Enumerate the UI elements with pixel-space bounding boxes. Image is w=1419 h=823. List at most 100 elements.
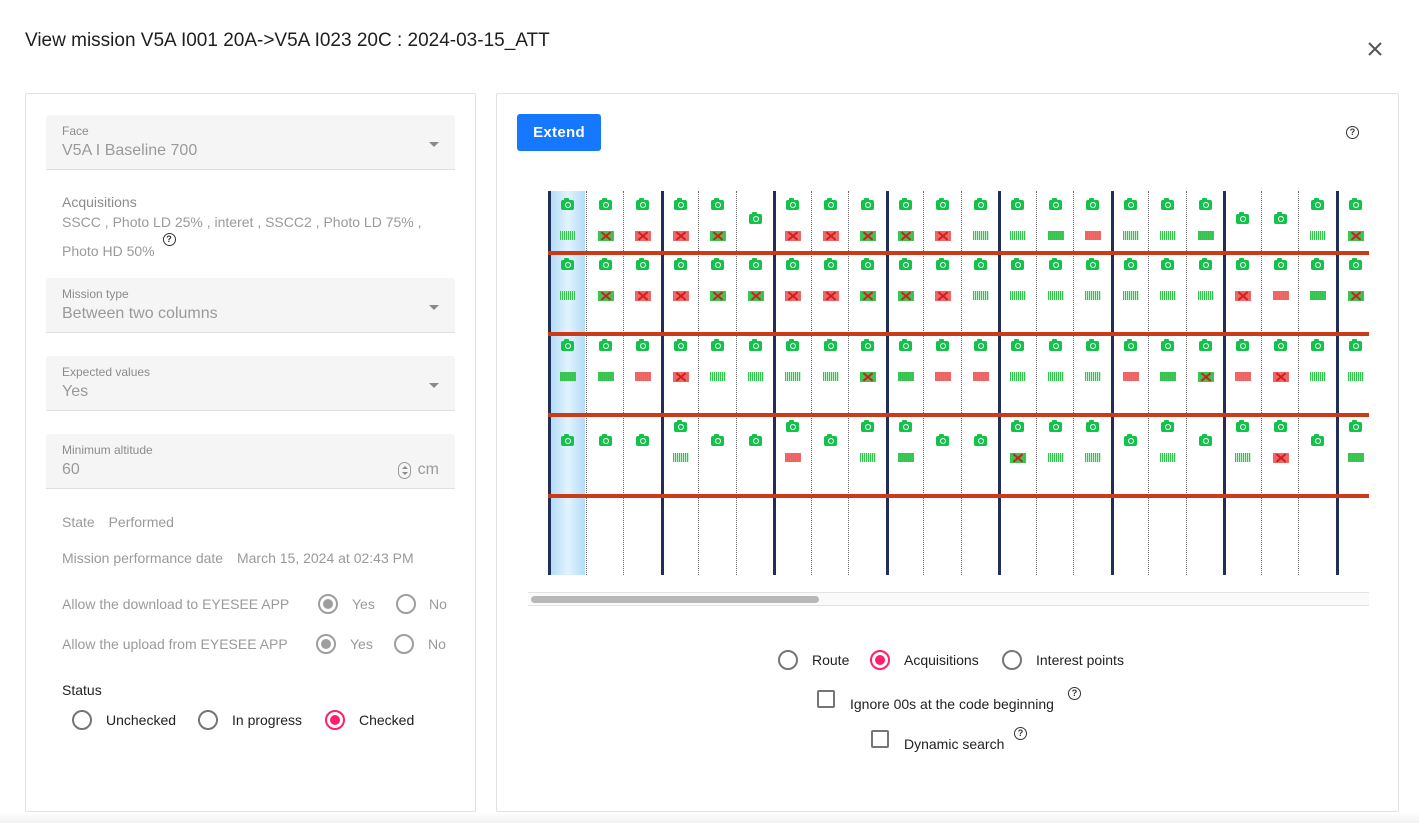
barcode-error-icon[interactable] <box>1348 231 1364 241</box>
camera-icon[interactable] <box>1011 339 1024 351</box>
camera-icon[interactable] <box>786 258 799 270</box>
barcode-icon[interactable] <box>1273 291 1289 300</box>
download-yes-radio[interactable] <box>318 594 338 614</box>
camera-icon[interactable] <box>561 434 574 446</box>
camera-icon[interactable] <box>861 258 874 270</box>
camera-icon[interactable] <box>636 198 649 210</box>
barcode-error-icon[interactable] <box>860 231 876 241</box>
camera-icon[interactable] <box>1086 339 1099 351</box>
upload-yes-radio[interactable] <box>316 634 336 654</box>
barcode-icon[interactable] <box>1085 372 1101 381</box>
camera-icon[interactable] <box>749 339 762 351</box>
camera-icon[interactable] <box>636 434 649 446</box>
expected-values-select[interactable]: Expected values Yes <box>46 356 455 411</box>
upload-no-radio[interactable] <box>394 634 414 654</box>
camera-icon[interactable] <box>936 339 949 351</box>
camera-icon[interactable] <box>861 339 874 351</box>
camera-icon[interactable] <box>861 198 874 210</box>
camera-icon[interactable] <box>824 258 837 270</box>
dynamic-search-checkbox[interactable] <box>871 730 889 748</box>
barcode-icon[interactable] <box>1310 231 1326 240</box>
barcode-icon[interactable] <box>560 231 576 240</box>
barcode-error-icon[interactable] <box>898 231 914 241</box>
barcode-icon[interactable] <box>1160 453 1176 462</box>
barcode-icon[interactable] <box>1348 372 1364 381</box>
barcode-error-icon[interactable] <box>860 291 876 301</box>
camera-icon[interactable] <box>936 198 949 210</box>
barcode-icon[interactable] <box>560 291 576 300</box>
camera-icon[interactable] <box>786 198 799 210</box>
camera-icon[interactable] <box>786 339 799 351</box>
barcode-icon[interactable] <box>1010 372 1026 381</box>
ignore-zeros-checkbox[interactable] <box>817 690 835 708</box>
extend-button[interactable]: Extend <box>517 114 601 151</box>
barcode-icon[interactable] <box>973 372 989 381</box>
close-icon[interactable] <box>1364 38 1386 60</box>
camera-icon[interactable] <box>1199 434 1212 446</box>
camera-icon[interactable] <box>974 339 987 351</box>
camera-icon[interactable] <box>1049 420 1062 432</box>
barcode-icon[interactable] <box>1048 231 1064 240</box>
camera-icon[interactable] <box>674 420 687 432</box>
barcode-error-icon[interactable] <box>1010 453 1026 463</box>
barcode-error-icon[interactable] <box>1273 453 1289 463</box>
barcode-error-icon[interactable] <box>673 231 689 241</box>
barcode-icon[interactable] <box>1310 291 1326 300</box>
status-in-progress-radio[interactable] <box>198 710 218 730</box>
barcode-icon[interactable] <box>1085 231 1101 240</box>
camera-icon[interactable] <box>861 420 874 432</box>
status-checked-radio[interactable] <box>325 710 345 730</box>
barcode-icon[interactable] <box>973 291 989 300</box>
barcode-error-icon[interactable] <box>598 231 614 241</box>
camera-icon[interactable] <box>1199 258 1212 270</box>
barcode-error-icon[interactable] <box>898 291 914 301</box>
status-unchecked-radio[interactable] <box>72 710 92 730</box>
camera-icon[interactable] <box>899 420 912 432</box>
barcode-icon[interactable] <box>935 372 951 381</box>
camera-icon[interactable] <box>599 434 612 446</box>
barcode-icon[interactable] <box>710 372 726 381</box>
camera-icon[interactable] <box>711 198 724 210</box>
camera-icon[interactable] <box>561 198 574 210</box>
barcode-error-icon[interactable] <box>673 372 689 382</box>
barcode-icon[interactable] <box>1310 372 1326 381</box>
barcode-icon[interactable] <box>1160 291 1176 300</box>
camera-icon[interactable] <box>599 198 612 210</box>
camera-icon[interactable] <box>636 258 649 270</box>
help-icon[interactable]: ? <box>1014 727 1027 740</box>
camera-icon[interactable] <box>1349 258 1362 270</box>
camera-icon[interactable] <box>1274 212 1287 224</box>
view-route-radio[interactable] <box>778 650 798 670</box>
barcode-error-icon[interactable] <box>1235 291 1251 301</box>
barcode-error-icon[interactable] <box>785 291 801 301</box>
help-icon[interactable]: ? <box>162 233 176 246</box>
camera-icon[interactable] <box>599 258 612 270</box>
barcode-icon[interactable] <box>1085 453 1101 462</box>
barcode-icon[interactable] <box>1160 231 1176 240</box>
barcode-icon[interactable] <box>785 453 801 462</box>
camera-icon[interactable] <box>711 339 724 351</box>
camera-icon[interactable] <box>936 258 949 270</box>
camera-icon[interactable] <box>749 258 762 270</box>
rack-grid[interactable] <box>548 191 1369 575</box>
barcode-icon[interactable] <box>1010 231 1026 240</box>
camera-icon[interactable] <box>974 434 987 446</box>
barcode-error-icon[interactable] <box>710 231 726 241</box>
camera-icon[interactable] <box>561 258 574 270</box>
camera-icon[interactable] <box>1124 434 1137 446</box>
camera-icon[interactable] <box>899 198 912 210</box>
camera-icon[interactable] <box>1161 420 1174 432</box>
camera-icon[interactable] <box>1236 420 1249 432</box>
camera-icon[interactable] <box>1124 339 1137 351</box>
camera-icon[interactable] <box>1349 420 1362 432</box>
barcode-icon[interactable] <box>598 372 614 381</box>
camera-icon[interactable] <box>824 434 837 446</box>
camera-icon[interactable] <box>1236 212 1249 224</box>
camera-icon[interactable] <box>936 434 949 446</box>
mission-type-select[interactable]: Mission type Between two columns <box>46 278 455 333</box>
barcode-error-icon[interactable] <box>823 231 839 241</box>
barcode-icon[interactable] <box>1085 291 1101 300</box>
barcode-icon[interactable] <box>898 453 914 462</box>
camera-icon[interactable] <box>1161 198 1174 210</box>
barcode-icon[interactable] <box>673 453 689 462</box>
